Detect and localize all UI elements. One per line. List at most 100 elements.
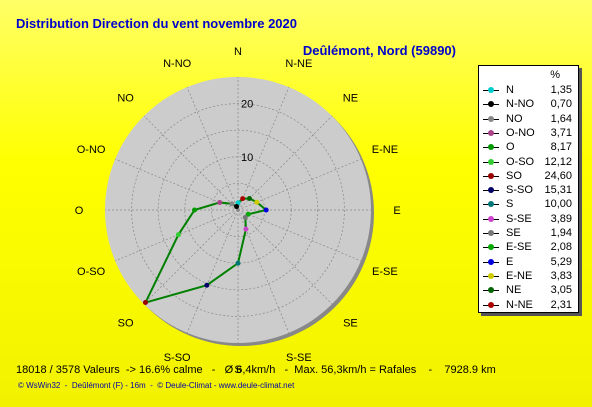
legend-marker-icon (488, 244, 494, 251)
legend-label: SO (506, 169, 522, 182)
legend-item-s-so: S-SO 15,31 (479, 184, 578, 198)
direction-label-n: N (234, 46, 242, 58)
legend-value: 2,08 (550, 241, 572, 254)
legend-value: 15,31 (544, 184, 572, 197)
legend-marker-icon (488, 215, 494, 222)
legend-marker-icon (488, 115, 494, 122)
legend-label: N (506, 84, 514, 96)
legend-item-e-ne: E-NE 3,83 (479, 270, 578, 284)
legend-label: E-NE (506, 269, 533, 282)
legend-item-so: SO 24,60 (479, 170, 578, 184)
data-point-e (263, 207, 269, 213)
legend-label: O-SO (506, 155, 535, 168)
legend-item-se: SE 1,94 (479, 227, 578, 241)
ring-label: 10 (241, 152, 253, 164)
legend-item-s: S 10,00 (479, 198, 578, 212)
direction-label-n-ne: N-NE (285, 58, 312, 70)
data-point-o (192, 207, 198, 213)
legend-value: 3,83 (550, 269, 572, 282)
legend-label: NE (506, 284, 522, 297)
direction-label-o: O (75, 205, 84, 217)
direction-label-no: NO (117, 93, 134, 105)
legend-marker-icon (488, 87, 494, 93)
legend-label: O (506, 141, 515, 154)
data-point-s (235, 260, 241, 266)
legend-item-e: E 5,29 (479, 256, 578, 270)
footer-stats: 18018 / 3578 Valeurs -> 16.6% calme - Ø … (16, 364, 496, 376)
legend-label: S (506, 198, 514, 211)
legend-marker-icon (488, 201, 494, 208)
data-point-ne (246, 196, 252, 202)
legend-value: 3,71 (550, 126, 572, 139)
legend-label: N-NE (506, 298, 533, 311)
legend-label: S-SO (506, 184, 533, 197)
legend-label: O-NO (506, 126, 535, 139)
legend-marker-icon (488, 172, 494, 179)
direction-label-s-se: S-SE (286, 352, 312, 364)
legend-item-s-se: S-SE 3,89 (479, 213, 578, 227)
data-point-s-se (243, 226, 249, 232)
legend-value: 0,70 (550, 98, 572, 111)
legend-value: 8,17 (550, 141, 572, 154)
legend-marker-icon (488, 272, 494, 279)
direction-label-e-se: E-SE (372, 266, 398, 278)
data-point-o-no (217, 199, 223, 205)
station-name: Deûlémont, Nord (59890) (302, 43, 456, 58)
legend-item-o-so: O-SO 12,12 (479, 156, 578, 170)
data-point-o-so (175, 232, 181, 238)
data-point-n-no (234, 204, 240, 210)
data-point-no (229, 201, 235, 207)
legend-value: 3,89 (550, 212, 572, 225)
direction-label-e-ne: E-NE (372, 144, 398, 156)
legend-unit: % (550, 69, 560, 81)
direction-label-ne: NE (343, 93, 358, 105)
legend-marker-icon (488, 301, 494, 308)
direction-label-n-no: N-NO (163, 58, 192, 70)
legend-item-e-se: E-SE 2,08 (479, 241, 578, 255)
data-point-e-ne (254, 199, 260, 205)
legend-value: 1,35 (550, 84, 572, 96)
direction-label-so: SO (118, 317, 134, 329)
data-point-so (142, 300, 148, 306)
legend-label: E-SE (506, 241, 532, 254)
legend-marker-icon (488, 287, 494, 294)
legend-value: 3,05 (550, 284, 572, 297)
legend-value: 12,12 (544, 155, 572, 168)
legend-label: N-NO (506, 98, 535, 111)
direction-label-o-no: O-NO (77, 144, 106, 156)
legend-marker-icon (488, 258, 494, 265)
legend-marker-icon (488, 158, 494, 165)
legend-label: S-SE (506, 212, 532, 225)
chart-title: Distribution Direction du vent novembre … (16, 16, 297, 31)
data-point-se (242, 214, 248, 220)
direction-label-se: SE (343, 317, 358, 329)
direction-label-e: E (393, 205, 400, 217)
legend-value: 2,31 (550, 298, 572, 311)
legend-item-n-no: N-NO 0,70 (479, 98, 578, 112)
data-point-n-ne (240, 196, 246, 202)
legend-item-ne: NE 3,05 (479, 284, 578, 298)
legend-item-o-no: O-NO 3,71 (479, 127, 578, 141)
legend-item-n: N 1,35 (479, 84, 578, 98)
legend-label: SE (506, 227, 521, 239)
legend-marker-icon (488, 129, 494, 136)
legend-label: NO (506, 112, 523, 125)
grid-ring (131, 103, 345, 317)
legend-marker-icon (488, 187, 494, 194)
legend-label: E (506, 255, 514, 268)
footer-credits: © WsWin32 - Deûlémont (F) - 16m - © Deul… (18, 381, 295, 390)
legend-item-o: O 8,17 (479, 141, 578, 155)
direction-label-s: S (234, 364, 241, 376)
direction-label-s-so: S-SO (164, 352, 191, 364)
legend: % N 1,35 N-NO 0,70 NO 1,64 O-NO 3,71 O 8,17 O-SO 12… (478, 65, 579, 313)
legend-value: 5,29 (550, 255, 572, 268)
legend-value: 10,00 (544, 198, 572, 211)
legend-marker-icon (488, 101, 494, 108)
grid-ring (157, 129, 319, 291)
legend-marker-icon (488, 230, 494, 236)
direction-label-o-so: O-SO (77, 266, 106, 278)
data-point-s-so (204, 282, 210, 288)
legend-item-n-ne: N-NE 2,31 (479, 299, 578, 313)
